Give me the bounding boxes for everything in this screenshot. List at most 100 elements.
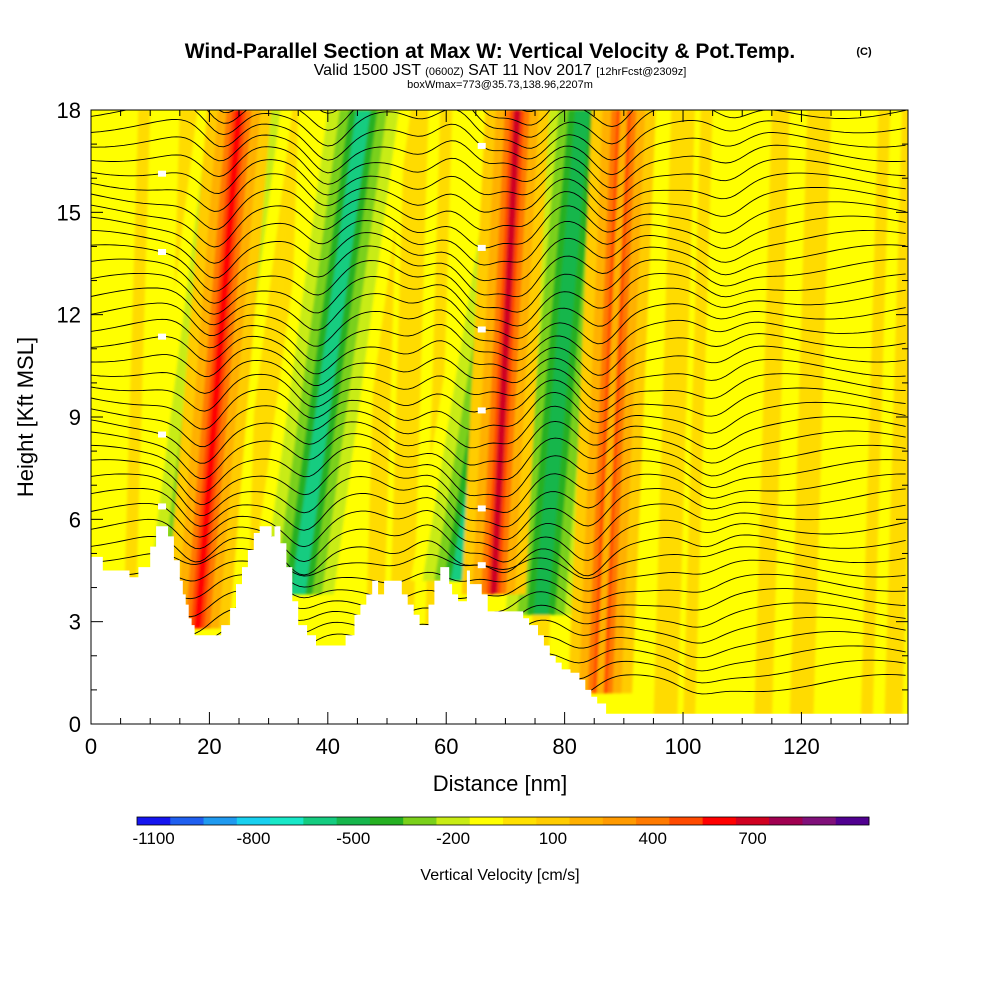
contour-label-box bbox=[158, 333, 167, 340]
theta-contour bbox=[91, 573, 906, 603]
colorbar-swatch bbox=[469, 817, 504, 825]
colorbar-tick-label: -200 bbox=[436, 829, 470, 848]
theta-contour bbox=[91, 559, 906, 592]
x-tick-label: 20 bbox=[197, 734, 221, 759]
theta-contour bbox=[91, 387, 906, 431]
theta-contour bbox=[91, 401, 906, 449]
potential-temperature-contours bbox=[91, 110, 906, 714]
x-tick-label: 0 bbox=[85, 734, 97, 759]
colorbar-frame bbox=[136, 816, 870, 826]
colorbar-swatch bbox=[170, 817, 205, 825]
colorbar-swatch bbox=[636, 817, 670, 825]
contour-label-box bbox=[158, 249, 167, 256]
theta-contour bbox=[91, 215, 906, 266]
theta-contour bbox=[91, 333, 906, 376]
colorbar-tick-label: -1100 bbox=[133, 829, 175, 848]
theta-contour bbox=[91, 110, 906, 149]
y-tick-label: 18 bbox=[57, 98, 81, 123]
colorbar-swatch bbox=[669, 817, 704, 825]
theta-contour bbox=[91, 534, 906, 577]
theta-contour bbox=[91, 287, 906, 340]
x-tick-label: 40 bbox=[316, 734, 340, 759]
colorbar-swatch bbox=[303, 817, 338, 825]
theta-contour bbox=[91, 132, 906, 176]
colorbar-swatch bbox=[336, 817, 371, 825]
valid-line: Valid 1500 JST (0600Z) SAT 11 Nov 2017 [… bbox=[314, 62, 687, 79]
colorbar-swatch bbox=[270, 817, 304, 825]
colorbar-tick-label: -500 bbox=[336, 829, 370, 848]
colorbar-swatch bbox=[137, 817, 171, 825]
colorbar-swatch bbox=[769, 817, 803, 825]
x-tick-label: 60 bbox=[434, 734, 458, 759]
velocity-streak bbox=[653, 110, 695, 724]
colorbar-swatch bbox=[236, 817, 271, 825]
x-tick-label: 80 bbox=[552, 734, 576, 759]
theta-contour bbox=[91, 459, 906, 513]
y-tick-label: 12 bbox=[57, 303, 81, 328]
velocity-streak bbox=[860, 110, 891, 724]
theta-contour bbox=[91, 502, 906, 552]
colorbar-swatch bbox=[436, 817, 471, 825]
axes: 0 20 40 60 80 100 120 0 3 6 9 12 15 18 bbox=[57, 98, 908, 759]
theta-contour bbox=[91, 172, 906, 213]
updraft-band bbox=[596, 110, 628, 694]
velocity-streak bbox=[387, 110, 429, 724]
theta-contour bbox=[91, 518, 906, 563]
theta-contour bbox=[91, 158, 906, 201]
theta-contour bbox=[91, 345, 906, 390]
valid-date: SAT 11 Nov 2017 bbox=[468, 62, 592, 79]
y-tick-label: 3 bbox=[69, 610, 81, 635]
theta-contour bbox=[91, 430, 906, 482]
x-axis-label: Distance [nm] bbox=[433, 771, 568, 796]
colorbar-swatch bbox=[802, 817, 837, 825]
velocity-streak bbox=[683, 110, 713, 724]
contour-label-box bbox=[477, 562, 486, 569]
colorbar-swatch bbox=[702, 817, 737, 825]
forecast-tag: [12hrFcst@2309z] bbox=[596, 66, 686, 78]
colorbar-swatch bbox=[403, 817, 437, 825]
x-tick-label: 120 bbox=[783, 734, 820, 759]
plot-area bbox=[91, 110, 908, 724]
theta-contour bbox=[91, 229, 906, 282]
y-axis-label: Height [Kft MSL] bbox=[13, 337, 38, 497]
theta-contour bbox=[91, 487, 906, 541]
theta-contour bbox=[91, 144, 906, 189]
colorbar-tick-label: 100 bbox=[539, 829, 567, 848]
theta-contour bbox=[91, 244, 906, 298]
contour-label-box bbox=[477, 326, 486, 333]
colorbar-swatch bbox=[735, 817, 770, 825]
y-tick-label: 0 bbox=[69, 712, 81, 737]
colorbar-swatch bbox=[536, 817, 571, 825]
theta-contour bbox=[91, 444, 906, 498]
contour-label-box bbox=[158, 431, 167, 438]
contour-label-box bbox=[477, 244, 486, 251]
colorbar-swatch bbox=[569, 817, 604, 825]
colorbar-tick-label: 400 bbox=[639, 829, 667, 848]
colorbar-swatch bbox=[602, 817, 637, 825]
velocity-streak bbox=[789, 110, 832, 724]
colorbar-swatch bbox=[369, 817, 404, 825]
contour-label-box bbox=[477, 142, 486, 149]
y-tick-label: 15 bbox=[57, 200, 81, 225]
y-tick-label: 6 bbox=[69, 507, 81, 532]
theta-contour bbox=[91, 258, 906, 313]
theta-contour bbox=[91, 302, 906, 351]
y-tick-label: 9 bbox=[69, 405, 81, 430]
theta-contour bbox=[91, 272, 906, 327]
contour-label-box bbox=[158, 503, 167, 510]
colorbar-swatch bbox=[203, 817, 238, 825]
theta-contour bbox=[91, 186, 906, 231]
colorbar-tick-label: 700 bbox=[738, 829, 766, 848]
theta-contour bbox=[218, 110, 551, 126]
theta-contour bbox=[91, 473, 906, 528]
box-wmax-label: boxWmax=773@35.73,138.96,2207m bbox=[407, 79, 593, 91]
contour-label-box bbox=[477, 505, 486, 512]
theta-contour bbox=[91, 359, 906, 402]
colorbar: -1100 -800 -500 -200 100 400 700 bbox=[133, 816, 870, 848]
updraft-band bbox=[194, 110, 243, 629]
downdraft-band bbox=[533, 110, 590, 615]
theta-contour bbox=[91, 201, 906, 249]
valid-prefix: Valid 1500 JST bbox=[314, 62, 422, 79]
velocity-streak bbox=[754, 110, 790, 724]
